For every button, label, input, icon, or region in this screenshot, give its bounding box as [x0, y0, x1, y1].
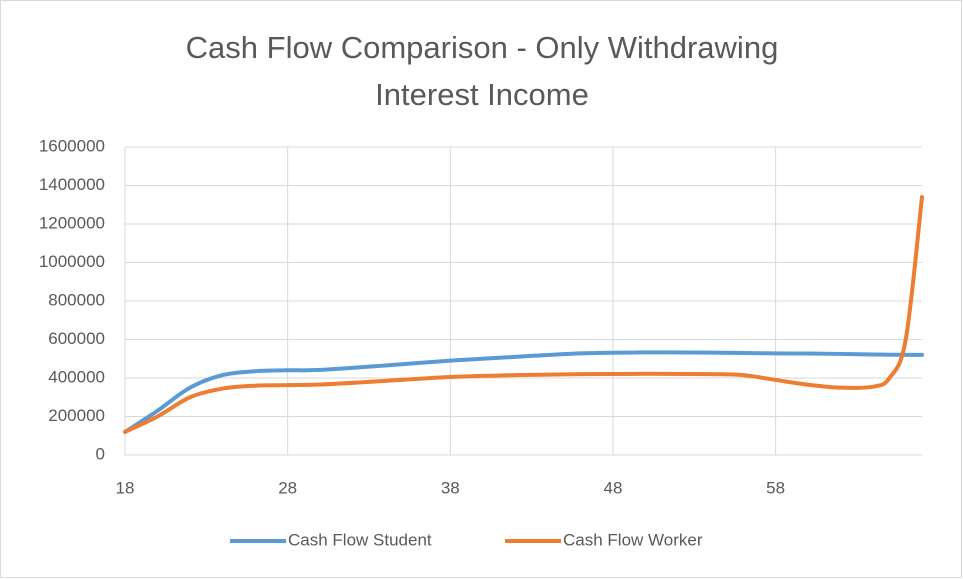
y-tick-label: 1200000 [39, 213, 105, 232]
y-tick-label: 0 [96, 444, 105, 463]
y-tick-label: 600000 [48, 329, 105, 348]
x-tick-label: 48 [603, 478, 622, 497]
chart-title: Cash Flow Comparison - Only Withdrawing … [185, 30, 779, 112]
x-tick-label: 18 [116, 478, 135, 497]
line-series [123, 350, 924, 434]
legend-label: Cash Flow Student [288, 530, 432, 549]
y-tick-label: 1000000 [39, 252, 105, 271]
line-series [123, 195, 924, 434]
x-tick-label: 58 [766, 478, 785, 497]
y-tick-label: 800000 [48, 290, 105, 309]
legend-label: Cash Flow Worker [563, 530, 703, 549]
y-tick-label: 1600000 [39, 136, 105, 155]
x-tick-label: 28 [278, 478, 297, 497]
y-tick-label: 200000 [48, 406, 105, 425]
x-tick-label: 38 [441, 478, 460, 497]
y-tick-label: 1400000 [39, 175, 105, 194]
y-tick-label: 400000 [48, 367, 105, 386]
